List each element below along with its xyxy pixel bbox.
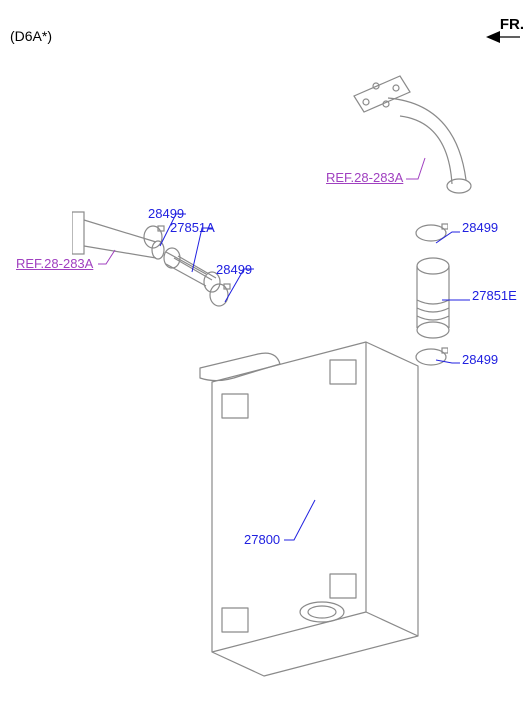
ref-label-right[interactable]: REF.28-283A [326,170,403,185]
part-label-28499-d[interactable]: 28499 [462,352,498,367]
fr-arrow-icon [486,30,522,44]
clamp-right-lower [414,346,448,368]
intercooler-assy [198,332,428,682]
part-label-28499-c[interactable]: 28499 [462,220,498,235]
part-label-27851E[interactable]: 27851E [472,288,517,303]
clamp-right-upper [414,222,448,244]
clamp-left-upper [140,224,166,250]
part-label-27800[interactable]: 27800 [244,532,280,547]
part-label-27851A[interactable]: 27851A [170,220,215,235]
ref-label-left[interactable]: REF.28-283A [16,256,93,271]
hose-right [408,256,458,342]
part-label-28499-a[interactable]: 28499 [148,206,184,221]
clamp-left-lower [206,282,232,308]
variant-label: (D6A*) [10,28,52,44]
part-label-28499-b[interactable]: 28499 [216,262,252,277]
